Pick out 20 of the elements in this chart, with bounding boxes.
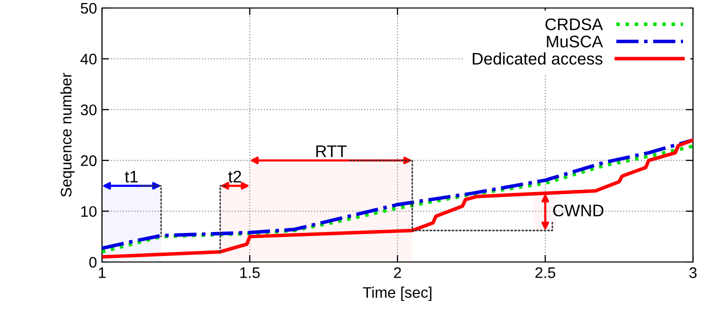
y-tick-label: 30: [80, 104, 97, 116]
y-axis-title: Sequence number: [60, 72, 75, 197]
y-tick-label: 40: [80, 54, 97, 64]
x-tick-label: 1.5: [240, 267, 260, 278]
y-tick-label: 20: [80, 155, 97, 166]
x-tick-label: 2.5: [535, 267, 556, 278]
annotation: t2: [228, 170, 242, 182]
x-tick-label: 2: [394, 267, 401, 278]
x-tick-label: 1: [98, 267, 106, 278]
annotation: t1: [124, 170, 138, 182]
annotation: RTT: [316, 145, 347, 157]
x-tick-label: 3: [689, 267, 697, 278]
y-tick-label: 0: [89, 256, 97, 268]
legend-label: CRDSA: [546, 18, 603, 30]
y-tick-label: 10: [81, 206, 97, 217]
annotation: CWND: [553, 204, 604, 216]
legend-label: MuSCA: [546, 36, 603, 48]
x-axis-title: Time [sec]: [362, 286, 432, 301]
legend-label: Dedicated access: [472, 52, 602, 65]
y-tick-label: 50: [80, 2, 97, 14]
